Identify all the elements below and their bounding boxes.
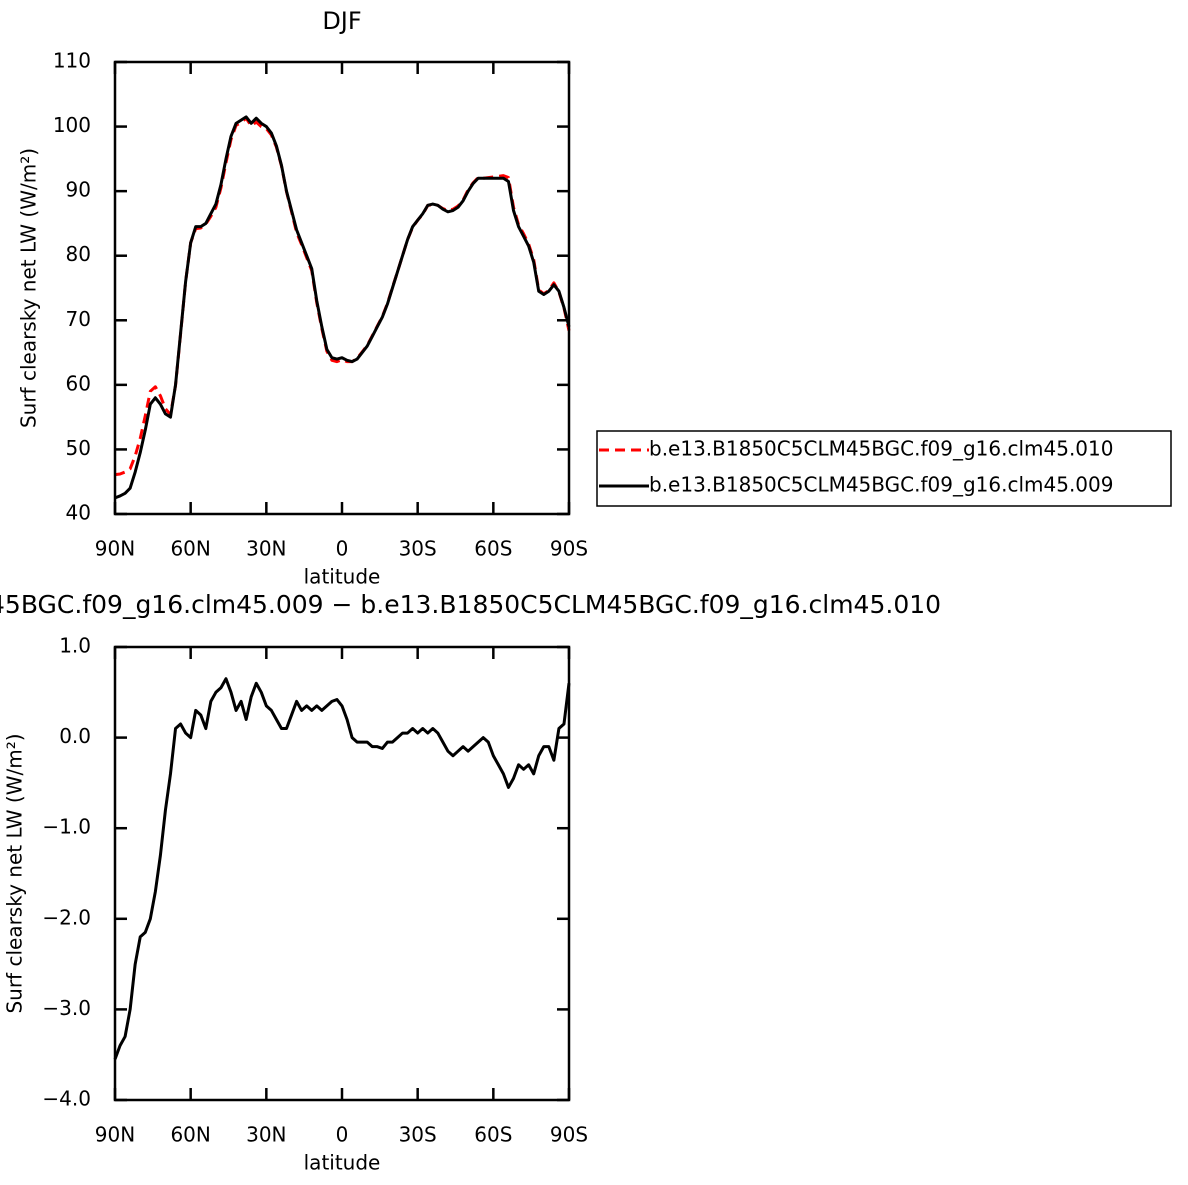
y-tick-label: −4.0 [42,1087,91,1111]
x-axis-label: latitude [304,565,381,589]
x-tick-label: 90S [550,1123,588,1147]
panel: DJF latitude Surf clearsky net LW (W/m²) 90… [17,7,1172,589]
y-axis-label: Surf clearsky net LW (W/m²) [3,733,27,1013]
x-tick-label: 30S [399,1123,437,1147]
x-tick-label: 0 [336,537,349,561]
x-tick-label: 60S [474,1123,512,1147]
x-tick-label: 60N [170,537,210,561]
y-tick-label: 0.0 [59,724,91,748]
x-tick-label: 90S [550,537,588,561]
legend-box [596,430,1172,507]
x-tick-label: 60N [170,1123,210,1147]
panel: b.e13.B1850C5CLM45BGC.f09_g16.clm45.009 … [0,590,941,1175]
y-tick-label: 70 [66,307,91,331]
chart-title: b.e13.B1850C5CLM45BGC.f09_g16.clm45.009 … [0,590,941,619]
data-line [114,115,571,500]
plot-frame [113,60,571,516]
legend-label: b.e13.B1850C5CLM45BGC.f09_g16.clm45.010 [649,437,1113,461]
x-tick-label: 0 [336,1123,349,1147]
x-tick-label: 30N [246,537,286,561]
x-tick-label: 90N [95,1123,135,1147]
y-tick-label: 1.0 [59,634,91,658]
plot-frame [113,645,571,1102]
y-tick-label: 50 [66,436,91,460]
y-tick-label: 80 [66,242,91,266]
y-tick-label: −1.0 [42,815,91,839]
legend-label: b.e13.B1850C5CLM45BGC.f09_g16.clm45.009 [649,473,1113,497]
x-tick-label: 30N [246,1123,286,1147]
y-tick-label: −2.0 [42,905,91,929]
x-tick-label: 90N [95,537,135,561]
y-tick-label: −3.0 [42,996,91,1020]
x-tick-label: 60S [474,537,512,561]
chart-title: DJF [322,7,361,35]
y-tick-label: 100 [53,113,91,137]
y-tick-label: 60 [66,371,91,395]
y-tick-label: 110 [53,49,91,73]
data-line [113,677,571,1060]
y-tick-label: 40 [66,501,91,525]
y-tick-label: 90 [66,178,91,202]
x-tick-label: 30S [399,537,437,561]
x-axis-label: latitude [304,1151,381,1175]
y-axis-label: Surf clearsky net LW (W/m²) [17,148,41,428]
